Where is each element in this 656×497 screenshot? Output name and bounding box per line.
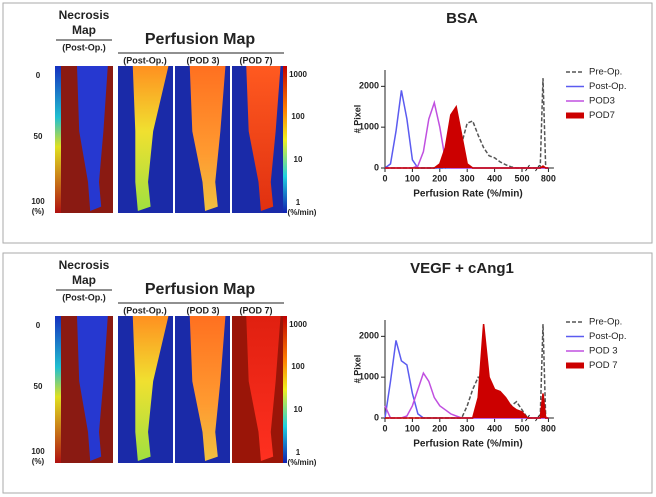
- series-area: [385, 324, 549, 418]
- y-tick-label: 1000: [359, 372, 379, 382]
- series-line: [385, 324, 549, 419]
- y-tick-label: 2000: [359, 331, 379, 341]
- perfusion-scale-label: 10: [294, 405, 303, 414]
- x-tick-label: 0: [382, 173, 387, 183]
- x-tick-label: 500: [514, 423, 529, 433]
- necrosis-scale-label: 50: [34, 132, 43, 141]
- x-tick-label: 500: [514, 173, 529, 183]
- perfusion-subtitle: (POD 7): [239, 305, 272, 315]
- perfusion-scale-label: 100: [291, 362, 305, 371]
- perfusion-paw: [246, 316, 281, 461]
- y-tick-label: 0: [374, 412, 379, 422]
- legend-label: POD 7: [589, 360, 618, 371]
- necrosis-colorbar: [55, 66, 61, 213]
- perfusion-subtitle: (Post-Op.): [123, 55, 167, 65]
- legend-label: Pre-Op.: [589, 317, 622, 328]
- perfusion-subtitle: (POD 7): [239, 55, 272, 65]
- necrosis-scale-label: (%): [32, 457, 45, 466]
- perfusion-scale-label: (%/min): [288, 458, 317, 467]
- perfusion-title: Perfusion Map: [145, 31, 255, 48]
- necrosis-title: Map: [72, 23, 96, 37]
- panel-frame: [2, 252, 653, 494]
- perfusion-scale-label: (%/min): [288, 208, 317, 217]
- perfusion-subtitle: (Post-Op.): [123, 305, 167, 315]
- necrosis-scale-label: 0: [36, 71, 41, 80]
- perfusion-paw: [132, 66, 169, 211]
- x-tick-label: 300: [460, 423, 475, 433]
- x-tick-label: 200: [432, 423, 447, 433]
- perfusion-scale-label: 100: [291, 112, 305, 121]
- legend-label: Post-Op.: [589, 81, 627, 92]
- perfusion-paw: [132, 316, 169, 461]
- necrosis-scale-label: 0: [36, 321, 41, 330]
- necrosis-scale-label: 100: [31, 447, 45, 456]
- perfusion-scale-label: 1000: [289, 70, 307, 79]
- series-line: [385, 78, 549, 169]
- x-tick-label: 400: [487, 173, 502, 183]
- perfusion-paw: [246, 66, 281, 211]
- y-tick-label: 0: [374, 162, 379, 172]
- x-tick-label: 400: [487, 423, 502, 433]
- x-tick-label: 100: [405, 423, 420, 433]
- perfusion-colorbar: [283, 316, 287, 463]
- x-axis-label: Perfusion Rate (%/min): [413, 189, 522, 200]
- x-axis-label: Perfusion Rate (%/min): [413, 439, 522, 450]
- perfusion-scale-label: 1: [296, 198, 301, 207]
- necrosis-paw: [77, 316, 108, 461]
- perfusion-title: Perfusion Map: [145, 281, 255, 298]
- perfusion-subtitle: (POD 3): [186, 305, 219, 315]
- legend-label: Pre-Op.: [589, 67, 622, 78]
- necrosis-title: Necrosis: [59, 258, 110, 272]
- necrosis-subtitle: (Post-Op.): [62, 292, 106, 302]
- necrosis-colorbar: [55, 316, 61, 463]
- x-tick-label: 800: [541, 423, 556, 433]
- necrosis-scale-label: (%): [32, 207, 45, 216]
- perfusion-paw: [189, 316, 226, 461]
- chart-title: VEGF + cAng1: [410, 260, 514, 277]
- panel-frame: [2, 2, 653, 244]
- x-tick-label: 100: [405, 173, 420, 183]
- series-line: [384, 90, 549, 169]
- legend-label: POD 3: [589, 346, 618, 357]
- legend-label: POD3: [589, 96, 615, 107]
- necrosis-title: Map: [72, 273, 96, 287]
- perfusion-scale-label: 1: [296, 448, 301, 457]
- perfusion-scale-label: 10: [294, 155, 303, 164]
- series-line: [384, 340, 549, 419]
- x-tick-label: 300: [460, 173, 475, 183]
- y-tick-label: 2000: [359, 81, 379, 91]
- necrosis-paw: [77, 66, 108, 211]
- chart-title: BSA: [446, 10, 478, 27]
- y-axis-label: # Pixel: [352, 355, 362, 384]
- necrosis-title: Necrosis: [59, 8, 110, 22]
- perfusion-colorbar: [283, 66, 287, 213]
- legend-label: POD7: [589, 110, 615, 121]
- perfusion-scale-label: 1000: [289, 320, 307, 329]
- perfusion-subtitle: (POD 3): [186, 55, 219, 65]
- x-tick-label: 200: [432, 173, 447, 183]
- x-tick-label: 0: [382, 423, 387, 433]
- necrosis-scale-label: 100: [31, 197, 45, 206]
- legend-label: Post-Op.: [589, 331, 627, 342]
- series-line: [385, 104, 549, 169]
- series-line: [385, 324, 549, 419]
- perfusion-paw: [189, 66, 226, 211]
- y-axis-label: # Pixel: [352, 105, 362, 134]
- necrosis-subtitle: (Post-Op.): [62, 42, 106, 52]
- y-tick-label: 1000: [359, 122, 379, 132]
- necrosis-scale-label: 50: [34, 382, 43, 391]
- x-tick-label: 800: [541, 173, 556, 183]
